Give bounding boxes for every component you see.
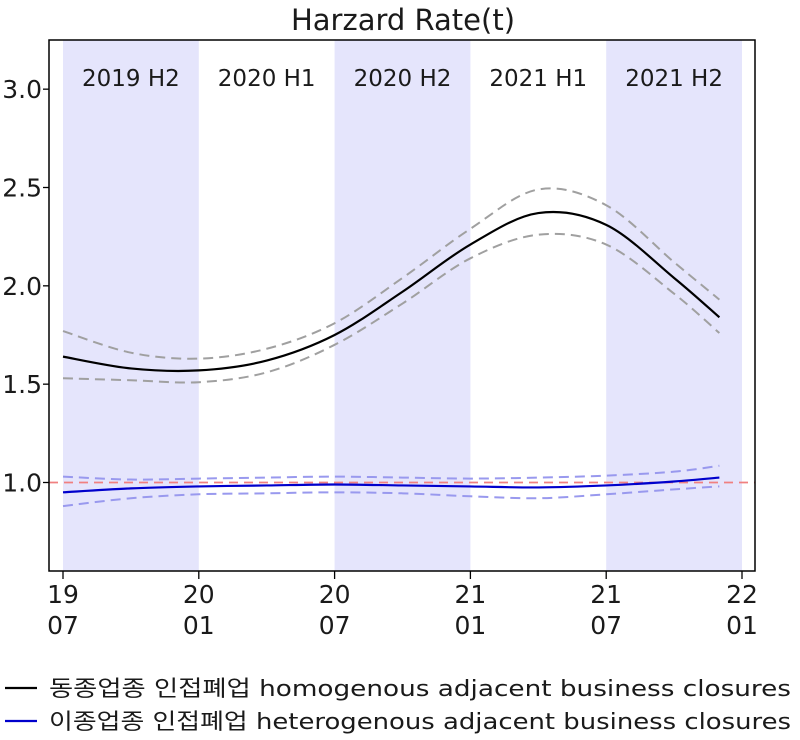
- plot-border: [48, 39, 756, 572]
- period-band-4: [606, 40, 742, 571]
- period-bands: [63, 40, 742, 571]
- x-tick-label-bottom-2: 07: [319, 611, 351, 640]
- x-tick-label-bottom-5: 01: [726, 611, 758, 640]
- series-1: [62, 464, 720, 508]
- series-1-upper-bound: [62, 464, 720, 481]
- x-tick-label-bottom-1: 01: [183, 611, 215, 640]
- y-tick-label-3: 2.5: [2, 174, 42, 203]
- period-label-2: 2020 H2: [354, 66, 452, 92]
- x-tick-label-top-5: 22: [726, 580, 758, 609]
- period-band-2: [334, 40, 471, 571]
- period-labels: 2019 H2 2020 H1 2020 H2 2021 H1 2021 H2: [82, 66, 723, 92]
- y-tick-label-4: 3.0: [2, 75, 42, 104]
- period-label-4: 2021 H2: [625, 66, 723, 92]
- series-0-upper-bound: [62, 187, 721, 360]
- legend-label-0: 동종업종 인접폐업 homogenous adjacent business c…: [49, 677, 791, 702]
- y-tick-label-1: 1.5: [2, 370, 42, 399]
- legend: 동종업종 인접폐업 homogenous adjacent business c…: [5, 677, 791, 735]
- series-1-lower-bound: [62, 485, 720, 508]
- y-tick-label-2: 2.0: [2, 272, 42, 301]
- y-axis: 1.0 1.5 2.0 2.5 3.0: [2, 75, 49, 498]
- chart-title: Harzard Rate(t): [291, 3, 515, 37]
- series-0-line: [62, 210, 721, 373]
- series-layer: [62, 187, 721, 508]
- x-tick-label-bottom-3: 01: [454, 611, 486, 640]
- series-0: [62, 187, 721, 384]
- legend-label-1: 이종업종 인접폐업 heterogenous adjacent business…: [49, 710, 791, 735]
- period-label-3: 2021 H1: [489, 66, 587, 92]
- period-label-1: 2020 H1: [218, 66, 316, 92]
- x-tick-label-top-3: 21: [454, 580, 486, 609]
- x-tick-label-top-1: 20: [183, 580, 215, 609]
- x-tick-label-bottom-4: 07: [590, 611, 622, 640]
- series-1-line: [62, 476, 720, 494]
- x-tick-label-top-2: 20: [319, 580, 351, 609]
- x-tick-label-top-4: 21: [590, 580, 622, 609]
- y-tick-label-0: 1.0: [2, 469, 42, 498]
- period-label-0: 2019 H2: [82, 66, 180, 92]
- x-tick-label-bottom-0: 07: [47, 611, 79, 640]
- series-0-lower-bound: [62, 232, 721, 384]
- x-tick-label-top-0: 19: [47, 580, 79, 609]
